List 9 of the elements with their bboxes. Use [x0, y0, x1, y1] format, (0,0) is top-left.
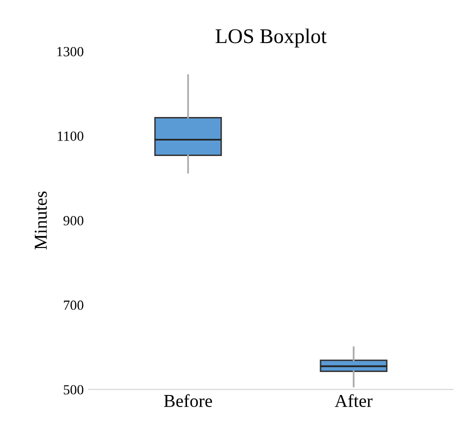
y-tick-label: 900 — [63, 216, 84, 226]
chart-title: LOS Boxplot — [216, 28, 327, 48]
x-tick-label: After — [334, 394, 373, 408]
x-tick-label: Before — [164, 394, 212, 408]
y-tick-label: 500 — [64, 385, 84, 394]
y-tick-label: 700 — [64, 300, 84, 310]
y-tick-label: 1300 — [57, 46, 84, 56]
y-tick-label: 1100 — [58, 131, 84, 141]
y-axis-title: Minutes — [34, 191, 47, 250]
